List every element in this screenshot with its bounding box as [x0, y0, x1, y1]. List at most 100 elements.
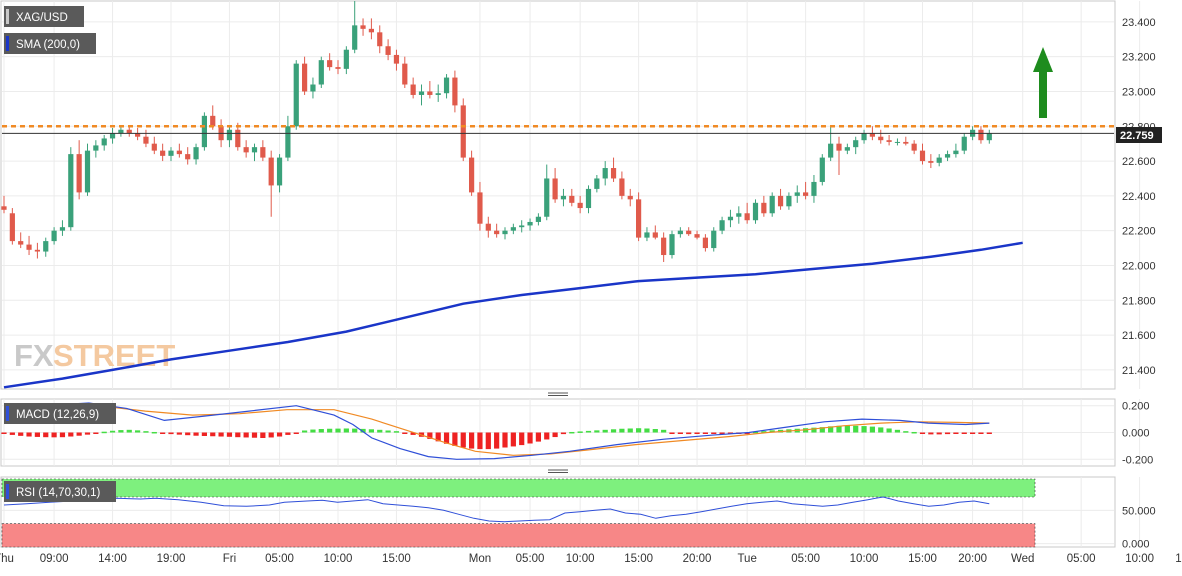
- candle-body: [585, 188, 592, 209]
- candle-body: [76, 154, 82, 193]
- candle: [828, 126, 834, 162]
- time-tick-label: Mon: [469, 553, 491, 565]
- candle-body: [544, 178, 550, 217]
- candle-body: [936, 157, 942, 163]
- macd-hist-bar: [109, 430, 116, 433]
- candle: [435, 84, 441, 102]
- time-tick-label: 05:00: [1067, 553, 1096, 565]
- candle-body: [1, 206, 7, 210]
- macd-hist-bar: [769, 430, 775, 433]
- macd-hist-bar: [251, 432, 258, 438]
- candle: [819, 154, 825, 186]
- sma-legend[interactable]: SMA (200,0): [4, 33, 96, 54]
- candle-body: [886, 140, 892, 142]
- macd-hist-bar: [226, 432, 233, 437]
- candle-body: [268, 157, 274, 186]
- macd-hist-bar: [377, 429, 383, 433]
- candle-body: [494, 230, 500, 235]
- macd-hist-bar: [978, 432, 984, 434]
- candle-body: [418, 91, 425, 95]
- candle-body: [126, 129, 132, 134]
- macd-hist-bar: [469, 432, 475, 449]
- candle-body: [828, 143, 834, 158]
- macd-hist-bar: [76, 432, 82, 436]
- macd-hist-bar: [594, 430, 600, 433]
- macd-hist-bar: [101, 431, 107, 434]
- candle-body: [243, 147, 249, 153]
- macd-hist-bar: [494, 432, 500, 449]
- macd-hist-bar: [535, 432, 541, 442]
- candle-body: [510, 227, 516, 231]
- candle-body: [360, 25, 366, 29]
- macd-hist-bar: [544, 432, 550, 440]
- candle: [335, 60, 341, 75]
- symbol-legend[interactable]: XAG/USD: [4, 6, 84, 27]
- time-tick-label: 05:00: [265, 553, 294, 565]
- candle: [636, 192, 642, 242]
- candle: [727, 209, 734, 228]
- current-price-label: 22.759: [1120, 130, 1154, 142]
- candle-body: [761, 202, 767, 214]
- candle-body: [986, 133, 992, 141]
- candle-body: [560, 195, 567, 200]
- candle-body: [686, 230, 692, 235]
- candle: [193, 143, 199, 165]
- candle-body: [677, 230, 683, 235]
- price-pane: [0, 0, 1116, 390]
- up-arrow-icon: [1033, 47, 1053, 118]
- sma-200-line: [3, 241, 1023, 389]
- macd-hist-bar: [93, 432, 99, 434]
- macd-hist-bar: [485, 432, 491, 450]
- price-tick-label: 21.400: [1122, 365, 1156, 377]
- candle-body: [878, 136, 884, 141]
- macd-legend[interactable]: MACD (12,26,9): [4, 403, 116, 424]
- candle: [552, 168, 558, 203]
- candle: [43, 237, 49, 257]
- price-tick-label: 23.400: [1122, 17, 1156, 29]
- macd-hist-bar: [569, 431, 575, 434]
- candle-body: [794, 192, 800, 196]
- candle-body: [410, 84, 416, 95]
- macd-hist-bar: [853, 425, 859, 433]
- candle-body: [176, 150, 182, 155]
- candle-body: [552, 178, 558, 200]
- candle-body: [168, 150, 174, 156]
- candle-body: [535, 216, 541, 222]
- candle: [903, 136, 909, 146]
- rsi-label: RSI (14,70,30,1): [16, 487, 101, 499]
- sma-label: SMA (200,0): [16, 39, 80, 51]
- candle: [544, 164, 550, 221]
- candle: [961, 133, 967, 155]
- macd-hist-bar: [193, 432, 199, 436]
- time-tick-label: 10:00: [850, 553, 879, 565]
- candle-body: [285, 126, 291, 158]
- candle-body: [427, 91, 433, 95]
- candle-body: [961, 136, 967, 151]
- candle: [402, 56, 408, 88]
- drag-handle-icon[interactable]: [548, 469, 568, 473]
- price-axis: 23.40023.20023.00022.80022.60022.40022.2…: [1122, 17, 1156, 551]
- macd-hist-bar: [886, 428, 892, 433]
- macd-hist-bar: [26, 432, 32, 437]
- rsi-overbought-band: [1, 478, 1036, 498]
- macd-hist-bar: [327, 428, 333, 433]
- candle-body: [786, 195, 792, 207]
- candle: [619, 171, 625, 200]
- price-tick-label: 23.000: [1122, 86, 1156, 98]
- candle-body: [34, 249, 40, 252]
- candle-body: [251, 147, 258, 153]
- rsi-tick-label: 50.000: [1122, 505, 1156, 517]
- rsi-oversold-band: [1, 523, 1036, 548]
- rsi-legend[interactable]: RSI (14,70,30,1): [4, 481, 116, 502]
- candle-body: [602, 168, 608, 179]
- candle-body: [694, 234, 700, 238]
- candle: [936, 154, 942, 167]
- macd-hist-bar: [652, 429, 658, 433]
- candle-body: [318, 60, 324, 85]
- drag-handle-icon[interactable]: [548, 392, 568, 396]
- candle: [669, 230, 675, 259]
- candle-body: [619, 178, 625, 196]
- watermark-street: STREET: [53, 338, 175, 373]
- candle: [919, 143, 926, 165]
- candle: [894, 138, 901, 146]
